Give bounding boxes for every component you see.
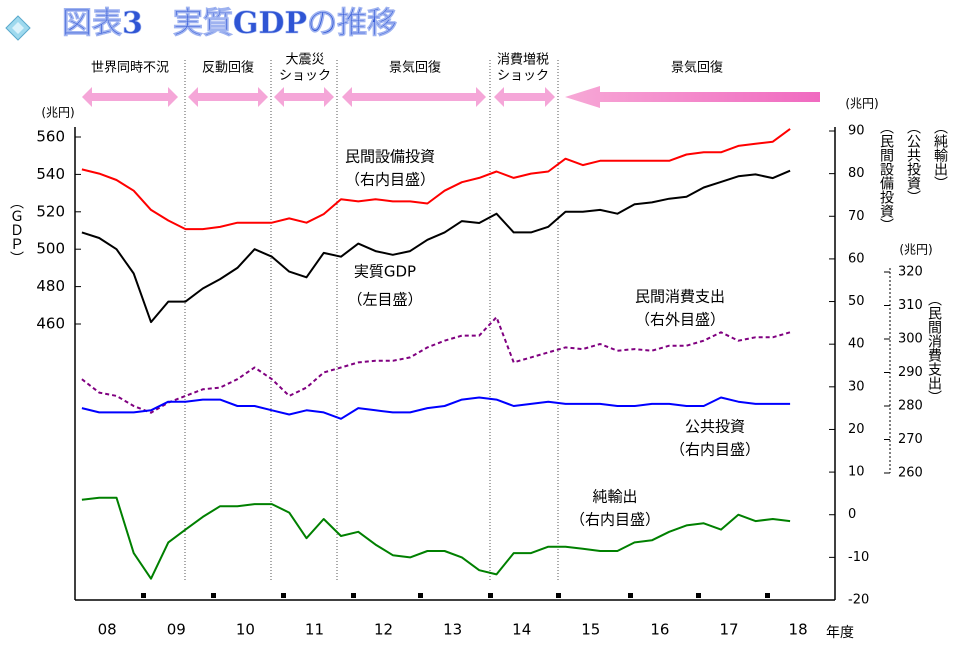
series-label: 純輸出 [592, 488, 637, 506]
series-line [81, 128, 791, 231]
y3-tick-label: 320 [898, 265, 923, 280]
chart-title: 図表3 実質GDPの推移 [62, 6, 397, 41]
series-label: 民間設備投資 [345, 148, 435, 166]
y2-tick-label: 40 [848, 337, 865, 352]
series-note: （右内目盛） [345, 171, 435, 189]
y3-unit: (兆円) [899, 243, 932, 257]
x-tick-label: 11 [305, 621, 324, 639]
series-line [81, 496, 791, 580]
y2-tick-label: 70 [848, 209, 865, 224]
x-unit: 年度 [826, 625, 854, 641]
y3-tick-label: 300 [898, 332, 923, 347]
series-note: （右内目盛） [670, 441, 760, 459]
period-label: 大震災 [285, 53, 324, 68]
period-label: 景気回復 [671, 60, 723, 76]
series-note: （左目盛） [347, 291, 422, 309]
x-tick-label: 14 [512, 621, 531, 639]
x-tick-label: 16 [650, 621, 669, 639]
period-label: 景気回復 [389, 60, 441, 76]
x-tick-label: 09 [167, 621, 186, 639]
period-dividers [184, 60, 559, 582]
y2-tick-label: -20 [848, 593, 869, 608]
x-tick-label: 10 [236, 621, 255, 639]
y2-axis-label: （公共投資） [905, 120, 921, 204]
title-icon [5, 15, 31, 41]
x-tick-label: 13 [443, 621, 462, 639]
x-tick-label: 15 [581, 621, 600, 639]
series-label: 民間消費支出 [635, 288, 725, 306]
y-unit: (兆円) [41, 106, 74, 120]
series-line [81, 169, 791, 324]
y3-tick-label: 280 [898, 399, 923, 414]
period-label: 反動回復 [202, 60, 254, 76]
y3-tick-label: 270 [898, 432, 923, 447]
y2-tick-label: 10 [848, 465, 865, 480]
y3-tick-label: 260 [898, 466, 923, 481]
series-note: （右内目盛） [570, 511, 660, 529]
period-label: ショック [279, 69, 331, 84]
y-axis-label: （ＧＤＰ） [8, 195, 24, 265]
series-label: 実質GDP [354, 263, 416, 281]
x-tick-label: 17 [719, 621, 738, 639]
y3-axis-label: （民間消費支出） [926, 292, 942, 404]
y2-tick-label: 60 [848, 251, 865, 266]
series-line [81, 316, 791, 414]
y-tick-label: 500 [36, 240, 65, 258]
y2-axis-label: （純輸出） [932, 120, 948, 190]
y3-tick-label: 290 [898, 365, 923, 380]
year-markers [141, 593, 770, 598]
y-tick-label: 480 [36, 277, 65, 295]
x-tick-label: 08 [98, 621, 117, 639]
axes [74, 127, 891, 601]
y-tick-label: 560 [36, 128, 65, 146]
y3-tick-label: 310 [898, 298, 923, 313]
period-label: ショック [497, 69, 549, 84]
y-tick-label: 540 [36, 165, 65, 183]
period-label: 世界同時不況 [91, 61, 169, 76]
series-note: （右外目盛） [635, 311, 725, 329]
y2-tick-label: 30 [848, 379, 865, 394]
y2-tick-label: 0 [848, 507, 856, 522]
series-line [81, 396, 791, 420]
series-label: 公共投資 [685, 418, 745, 436]
y2-axis-label: （民間設備投資） [878, 120, 894, 232]
y2-tick-label: 20 [848, 422, 865, 437]
y2-tick-label: -10 [848, 550, 869, 565]
y2-tick-label: 90 [848, 124, 865, 139]
y-tick-label: 460 [36, 315, 65, 333]
y-tick-label: 520 [36, 202, 65, 220]
period-label: 消費増税 [497, 53, 549, 68]
x-tick-label: 12 [374, 621, 393, 639]
y2-tick-label: 50 [848, 294, 865, 309]
x-tick-label: 18 [789, 621, 808, 639]
y2-tick-label: 80 [848, 166, 865, 181]
period-arrows [82, 86, 820, 108]
y2-unit: (兆円) [845, 97, 878, 111]
